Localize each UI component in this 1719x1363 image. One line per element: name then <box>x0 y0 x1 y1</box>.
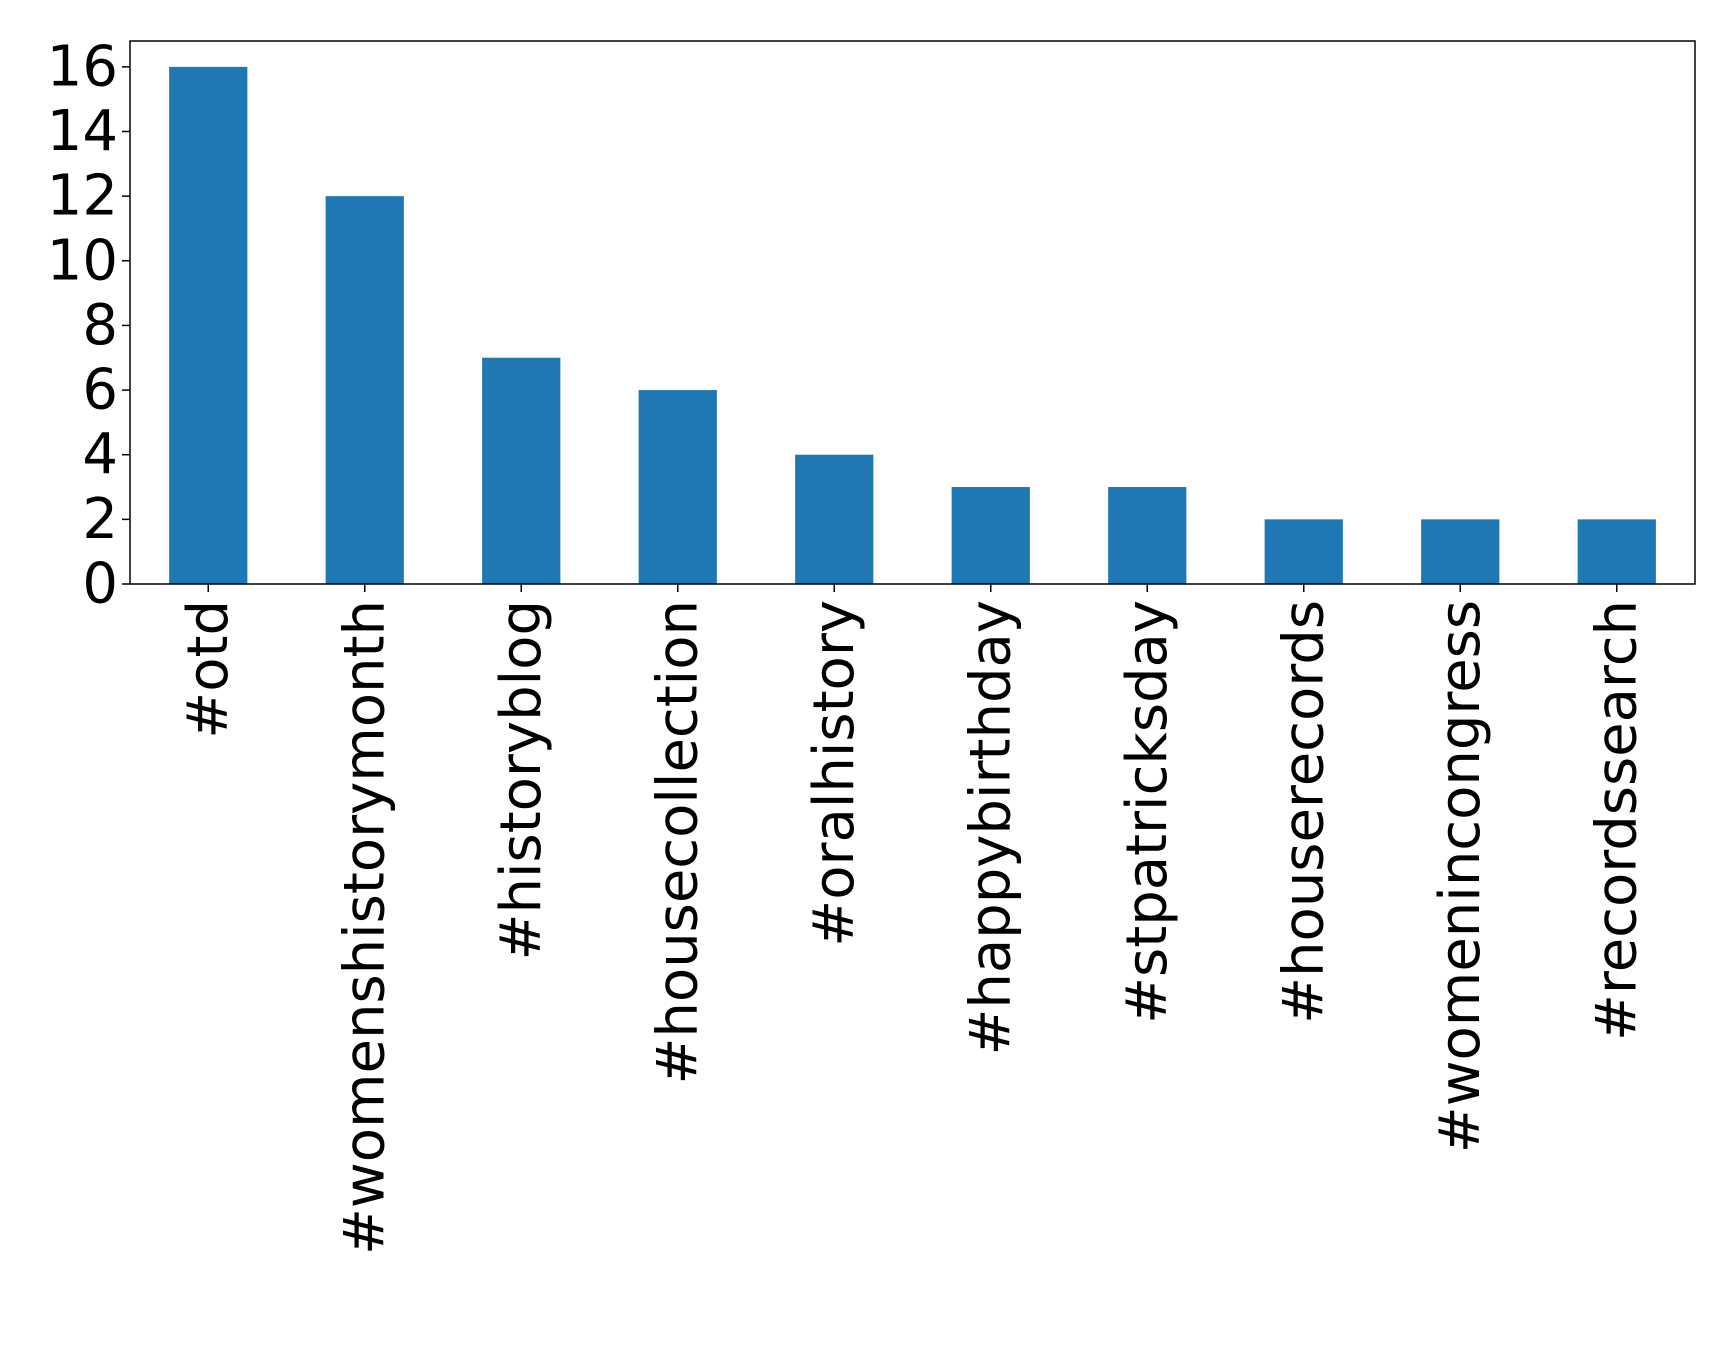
y-tick-label: 2 <box>82 487 118 552</box>
x-axis: #otd #womenshistorymonth #historyblog #hous… <box>176 584 1649 1255</box>
bar-housecollection <box>638 390 717 584</box>
bar-historyblog <box>482 357 561 584</box>
y-tick-label: 6 <box>82 358 118 423</box>
bar-womenshistorymonth <box>325 196 404 584</box>
x-tick-label: #recordssearch <box>1584 600 1649 1041</box>
x-tick-label: #housecollection <box>645 600 710 1084</box>
y-tick-label: 4 <box>82 422 118 487</box>
x-tick-label: #happybirthday <box>958 600 1023 1056</box>
x-tick-label: #womenincongress <box>1428 600 1493 1153</box>
y-tick-label: 8 <box>82 293 118 358</box>
bar-stpatricksday <box>1108 487 1187 584</box>
x-tick-label: #oralhistory <box>802 600 867 947</box>
y-tick-label: 10 <box>47 228 118 293</box>
y-tick-label: 12 <box>47 164 118 229</box>
bar-womenincongress <box>1421 519 1500 584</box>
bar-oralhistory <box>795 454 874 584</box>
bar-happybirthday <box>951 487 1030 584</box>
bar-recordssearch <box>1577 519 1656 584</box>
plot-frame <box>129 40 1696 585</box>
x-tick-label: #historyblog <box>489 600 554 960</box>
bar-otd <box>169 66 248 585</box>
y-tick-label: 14 <box>47 99 118 164</box>
x-tick-label: #houserecords <box>1271 600 1336 1024</box>
x-tick-label: #stpatricksday <box>1115 600 1180 1024</box>
x-tick-label: #womenshistorymonth <box>332 600 397 1255</box>
bar-houserecords <box>1264 519 1343 584</box>
bars-layer <box>169 66 1656 585</box>
y-tick-label: 0 <box>82 552 118 617</box>
x-tick-label: #otd <box>176 600 241 739</box>
y-tick-label: 16 <box>47 34 118 99</box>
